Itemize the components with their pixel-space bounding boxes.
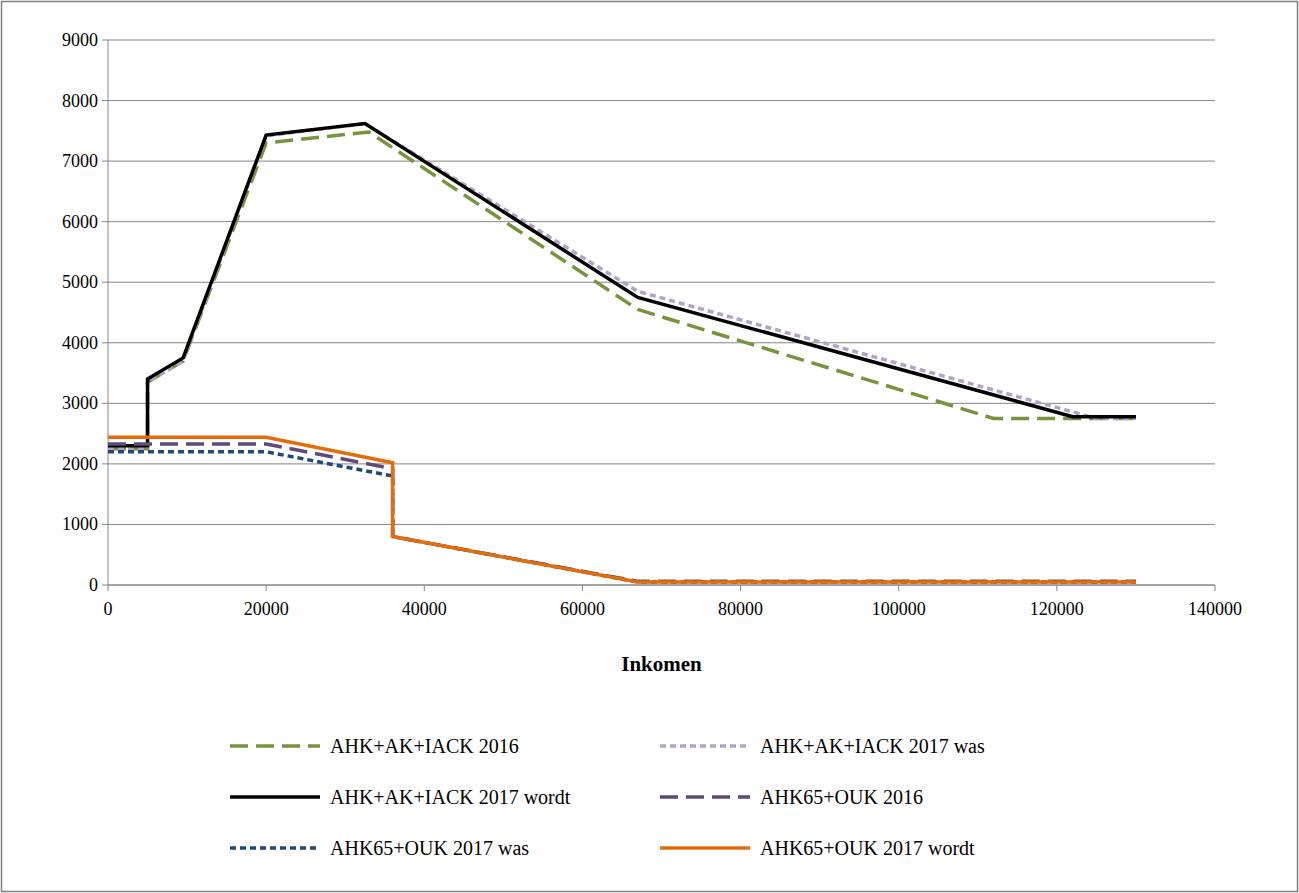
series-line xyxy=(108,132,1136,449)
y-tick xyxy=(102,40,108,41)
y-tick-label: 3000 xyxy=(62,393,98,413)
x-tick xyxy=(898,585,899,591)
y-tick-label: 8000 xyxy=(62,91,98,111)
x-tick-label: 120000 xyxy=(1030,599,1084,619)
chart-border xyxy=(2,2,1298,892)
legend-label: AHK65+OUK 2016 xyxy=(760,786,923,808)
x-tick-label: 0 xyxy=(104,599,113,619)
x-tick xyxy=(424,585,425,591)
x-tick-label: 40000 xyxy=(402,599,447,619)
y-tick-label: 2000 xyxy=(62,454,98,474)
y-tick xyxy=(102,524,108,525)
legend-label: AHK65+OUK 2017 was xyxy=(330,837,529,859)
series-line xyxy=(108,124,1136,446)
grid-line xyxy=(108,463,1215,464)
y-tick-label: 0 xyxy=(89,575,98,595)
chart: 0 1000 2000 3000 4000 5000 6000 7000 8000 9000 0 20… xyxy=(0,0,1299,893)
legend-label: AHK+AK+IACK 2016 xyxy=(330,735,519,757)
y-tick-label: 9000 xyxy=(62,30,98,50)
grid-line xyxy=(108,40,1215,41)
y-tick xyxy=(102,403,108,404)
y-tick-label: 5000 xyxy=(62,272,98,292)
x-tick xyxy=(108,585,109,591)
legend-swatch xyxy=(660,795,750,799)
legend-label: AHK+AK+IACK 2017 wordt xyxy=(330,786,571,808)
y-tick xyxy=(102,463,108,464)
legend-swatch xyxy=(230,846,320,850)
x-tick xyxy=(740,585,741,591)
grid-line xyxy=(108,342,1215,343)
x-tick-label: 20000 xyxy=(244,599,289,619)
grid-line xyxy=(108,585,1215,586)
series-line xyxy=(108,437,1136,582)
x-axis-label: Inkomen xyxy=(621,652,702,676)
x-tick-label: 140000 xyxy=(1188,599,1242,619)
legend-swatch xyxy=(230,795,320,799)
grid-line xyxy=(108,100,1215,101)
grid-line xyxy=(108,221,1215,222)
y-tick-label: 7000 xyxy=(62,151,98,171)
series-line xyxy=(108,444,1136,581)
grid-line xyxy=(108,282,1215,283)
x-tick-label: 60000 xyxy=(560,599,605,619)
y-tick xyxy=(102,282,108,283)
legend-label: AHK+AK+IACK 2017 was xyxy=(760,735,985,757)
series-line xyxy=(108,452,1136,582)
legend-swatch xyxy=(230,744,320,748)
x-tick xyxy=(1215,585,1216,591)
y-tick xyxy=(102,585,108,586)
y-tick xyxy=(102,100,108,101)
x-tick xyxy=(582,585,583,591)
x-tick xyxy=(266,585,267,591)
x-tick-label: 100000 xyxy=(872,599,926,619)
y-tick xyxy=(102,342,108,343)
y-tick xyxy=(102,221,108,222)
legend-swatch xyxy=(660,846,750,850)
y-tick-label: 6000 xyxy=(62,212,98,232)
y-axis xyxy=(108,40,109,585)
y-tick xyxy=(102,161,108,162)
y-tick-label: 4000 xyxy=(62,333,98,353)
x-tick xyxy=(1056,585,1057,591)
legend-swatch xyxy=(660,744,750,748)
x-tick-label: 80000 xyxy=(718,599,763,619)
series-line xyxy=(108,124,1136,449)
grid-line xyxy=(108,161,1215,162)
plot-area xyxy=(108,124,1136,582)
y-tick-label: 1000 xyxy=(62,514,98,534)
grid-line xyxy=(108,524,1215,525)
legend-label: AHK65+OUK 2017 wordt xyxy=(760,837,975,859)
x-axis xyxy=(108,585,1215,586)
